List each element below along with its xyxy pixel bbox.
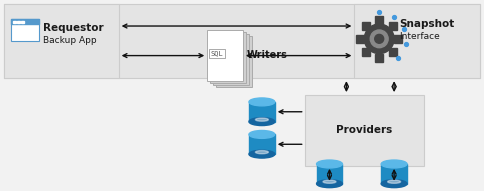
- Ellipse shape: [256, 118, 268, 121]
- Ellipse shape: [256, 151, 268, 154]
- Ellipse shape: [317, 180, 342, 188]
- FancyBboxPatch shape: [210, 32, 246, 83]
- Ellipse shape: [249, 118, 275, 125]
- Text: Writers: Writers: [247, 50, 288, 60]
- Bar: [362, 48, 370, 56]
- Text: Backup App: Backup App: [43, 36, 97, 45]
- Bar: [317, 164, 342, 184]
- Bar: [389, 22, 396, 30]
- Ellipse shape: [323, 180, 336, 183]
- Ellipse shape: [388, 180, 401, 183]
- Ellipse shape: [381, 160, 407, 168]
- FancyBboxPatch shape: [11, 19, 39, 41]
- FancyBboxPatch shape: [4, 4, 119, 78]
- Bar: [356, 35, 364, 43]
- Bar: [249, 134, 275, 154]
- FancyBboxPatch shape: [354, 4, 480, 78]
- Text: SQL: SQL: [211, 51, 224, 57]
- FancyBboxPatch shape: [207, 30, 243, 81]
- Bar: [394, 35, 402, 43]
- Bar: [11, 19, 39, 24]
- Bar: [389, 48, 396, 56]
- Text: Providers: Providers: [336, 125, 393, 135]
- Text: Requestor: Requestor: [43, 23, 104, 33]
- Bar: [362, 22, 370, 30]
- Bar: [249, 102, 275, 122]
- FancyBboxPatch shape: [4, 4, 480, 78]
- Text: Interface: Interface: [399, 32, 440, 41]
- Circle shape: [370, 30, 388, 48]
- Bar: [21, 21, 24, 23]
- Circle shape: [375, 34, 384, 43]
- Bar: [14, 21, 16, 23]
- Ellipse shape: [249, 150, 275, 158]
- Bar: [381, 164, 407, 184]
- FancyBboxPatch shape: [213, 34, 249, 85]
- Ellipse shape: [249, 98, 275, 106]
- Circle shape: [364, 24, 394, 54]
- Ellipse shape: [317, 160, 342, 168]
- Ellipse shape: [381, 180, 407, 188]
- Ellipse shape: [249, 130, 275, 138]
- Bar: [375, 16, 383, 24]
- Bar: [17, 21, 20, 23]
- Text: Snapshot: Snapshot: [399, 19, 454, 29]
- Bar: [375, 54, 383, 62]
- FancyBboxPatch shape: [304, 95, 424, 166]
- FancyBboxPatch shape: [216, 36, 252, 87]
